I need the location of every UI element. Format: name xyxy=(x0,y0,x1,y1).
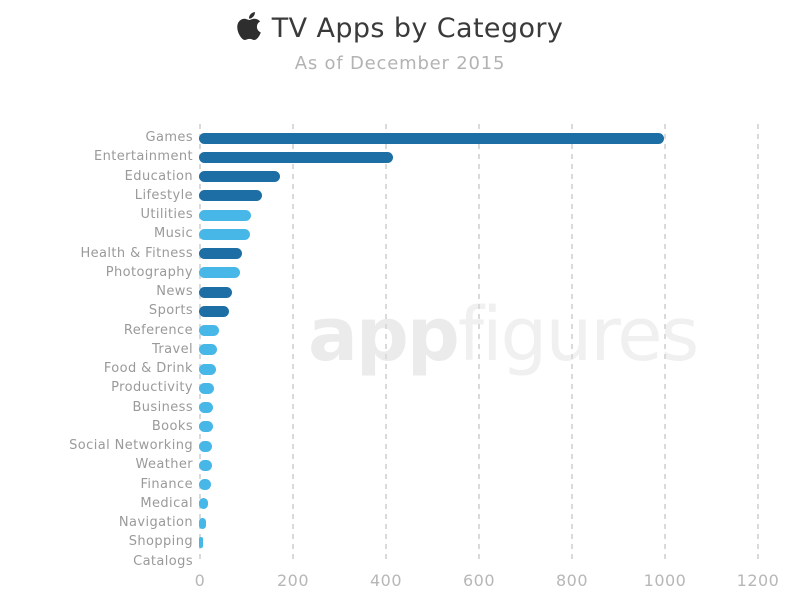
category-label-food-drink: Food & Drink xyxy=(103,361,193,376)
bar-education xyxy=(199,171,280,182)
category-label-photography: Photography xyxy=(105,264,193,280)
category-label-lifestyle: Lifestyle xyxy=(134,187,193,203)
category-label-navigation: Navigation xyxy=(118,515,193,530)
category-label-education: Education xyxy=(124,168,193,184)
gridline-x-600 xyxy=(478,124,480,563)
apple-logo-icon xyxy=(236,12,261,40)
watermark-text-app: app xyxy=(308,292,460,378)
bar-photography xyxy=(199,267,240,279)
category-label-social-networking: Social Networking xyxy=(69,438,193,453)
category-label-medical: Medical xyxy=(140,495,193,511)
bar-medical xyxy=(199,498,209,510)
bar-games xyxy=(199,132,664,144)
category-label-games: Games xyxy=(145,130,193,145)
bar-food-drink xyxy=(199,363,216,375)
category-label-productivity: Productivity xyxy=(111,380,193,396)
category-label-music: Music xyxy=(154,226,193,242)
bar-sports xyxy=(199,305,230,317)
bar-weather xyxy=(199,459,212,471)
category-label-news: News xyxy=(156,284,193,299)
bar-music xyxy=(199,228,251,240)
x-axis-tick-label: 0 xyxy=(194,571,206,590)
category-label-health-fitness: Health & Fitness xyxy=(80,245,193,261)
category-label-travel: Travel xyxy=(151,341,193,357)
chart-header: TV Apps by Category As of December 2015 xyxy=(0,12,800,74)
title-row: TV Apps by Category xyxy=(236,12,564,44)
gridline-x-0 xyxy=(199,124,201,563)
bar-news xyxy=(199,286,232,298)
category-label-utilities: Utilities xyxy=(140,207,193,222)
gridline-x-400 xyxy=(385,124,387,563)
category-label-business: Business xyxy=(132,399,193,415)
watermark-text-figures: figures xyxy=(457,292,699,378)
bar-shopping xyxy=(199,536,203,548)
bar-business xyxy=(199,402,214,413)
x-axis-tick-label: 1200 xyxy=(736,571,780,590)
bar-reference xyxy=(199,325,219,336)
bar-productivity xyxy=(199,382,215,394)
category-label-catalogs: Catalogs xyxy=(133,553,193,569)
x-axis-tick-label: 200 xyxy=(276,571,310,590)
x-axis-tick-label: 400 xyxy=(369,571,403,590)
bar-social-networking xyxy=(199,440,213,452)
bar-health-fitness xyxy=(199,248,242,259)
x-axis-tick-label: 600 xyxy=(462,571,496,590)
gridline-x-800 xyxy=(571,124,573,563)
x-axis-tick-label: 1000 xyxy=(643,571,687,590)
category-label-weather: Weather xyxy=(135,457,193,473)
page-subtitle: As of December 2015 xyxy=(294,53,506,74)
category-label-shopping: Shopping xyxy=(128,534,193,550)
bar-navigation xyxy=(199,517,206,529)
bar-books xyxy=(199,421,213,433)
page-title: TV Apps by Category xyxy=(271,12,564,44)
appfigures-watermark: appfigures xyxy=(308,298,699,372)
bar-lifestyle xyxy=(199,190,263,202)
bar-travel xyxy=(199,344,217,356)
category-label-finance: Finance xyxy=(140,476,193,492)
category-label-books: Books xyxy=(151,418,193,434)
gridline-x-1000 xyxy=(664,124,666,563)
category-label-entertainment: Entertainment xyxy=(93,149,193,165)
bar-finance xyxy=(199,479,211,490)
x-axis-tick-label: 800 xyxy=(555,571,589,590)
bar-entertainment xyxy=(199,151,393,163)
category-label-sports: Sports xyxy=(148,303,193,319)
bar-utilities xyxy=(199,209,252,221)
gridline-x-200 xyxy=(292,124,294,563)
category-label-reference: Reference xyxy=(123,322,193,338)
gridline-x-1200 xyxy=(757,124,759,563)
